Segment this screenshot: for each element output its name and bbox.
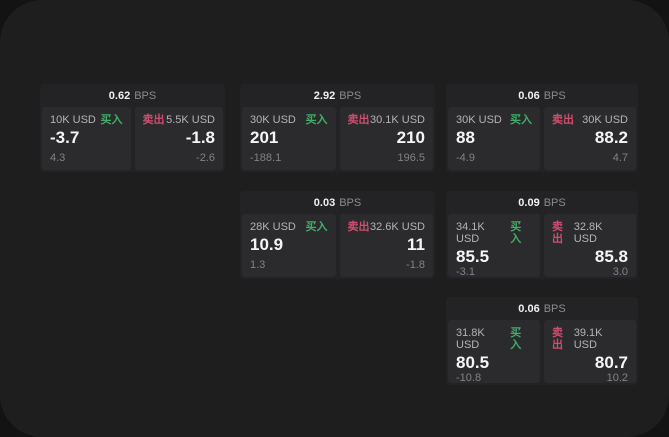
sell-panel[interactable]: 卖出 30K USD 88.2 4.7: [544, 107, 636, 170]
bps-value: 0.03: [313, 196, 336, 209]
buy-side-label: 买入: [305, 114, 328, 126]
quote-card: 0.06 BPS 31.8K USD 买入 80.5 -10.8 卖出 39.1…: [446, 297, 638, 385]
sell-amount: 30.1K USD: [369, 114, 425, 126]
buy-delta: 1.3: [250, 259, 266, 271]
buy-amount: 10K USD: [50, 114, 96, 126]
buy-price: 10.9: [250, 235, 284, 254]
quote-panels: 34.1K USD 买入 85.5 -3.1 卖出 32.8K USD 85.8…: [448, 214, 636, 278]
sell-panel[interactable]: 卖出 5.5K USD -1.8 -2.6: [134, 107, 223, 170]
buy-side-label: 买入: [510, 327, 522, 351]
buy-delta: 4.3: [50, 152, 66, 164]
sell-panel[interactable]: 卖出 30.1K USD 210 196.5: [339, 107, 433, 170]
buy-delta: -10.8: [456, 372, 482, 384]
buy-price: -3.7: [50, 128, 80, 147]
sell-side-label: 卖出: [552, 114, 574, 126]
bps-header: 0.62 BPS: [40, 84, 225, 107]
quote-card: 2.92 BPS 30K USD 买入 201 -188.1 卖出 30.1K …: [240, 84, 435, 172]
bps-unit-label: BPS: [543, 196, 566, 209]
bps-header: 0.03 BPS: [240, 191, 435, 214]
buy-amount: 30K USD: [456, 114, 502, 126]
bps-header: 2.92 BPS: [240, 84, 435, 107]
bps-unit-label: BPS: [134, 89, 157, 102]
sell-price: 80.7: [594, 353, 628, 372]
sell-amount: 5.5K USD: [166, 114, 215, 126]
buy-amount: 34.1K USD: [456, 221, 485, 245]
buy-delta: -188.1: [250, 152, 282, 164]
bps-value: 0.06: [518, 302, 540, 315]
buy-panel[interactable]: 28K USD 买入 10.9 1.3: [242, 214, 336, 277]
buy-price: 88: [456, 128, 475, 147]
buy-panel[interactable]: 30K USD 买入 201 -188.1: [242, 107, 336, 170]
sell-delta: 196.5: [397, 152, 425, 164]
sell-delta: 10.2: [606, 372, 628, 384]
sell-price: 210: [396, 128, 425, 147]
buy-delta: -3.1: [456, 266, 475, 278]
bps-value: 2.92: [313, 89, 336, 102]
sell-amount: 32.8K USD: [573, 221, 603, 245]
sell-side-label: 卖出: [347, 221, 370, 233]
buy-panel[interactable]: 30K USD 买入 88 -4.9: [448, 107, 540, 170]
buy-side-label: 买入: [510, 114, 532, 126]
buy-side-label: 买入: [305, 221, 328, 233]
sell-side-label: 卖出: [347, 114, 370, 126]
quote-panels: 30K USD 买入 88 -4.9 卖出 30K USD 88.2 4.7: [448, 107, 636, 170]
sell-side-label: 卖出: [552, 327, 563, 351]
sell-delta: 3.0: [612, 266, 628, 278]
buy-amount: 30K USD: [250, 114, 296, 126]
buy-price: 80.5: [456, 353, 490, 372]
sell-price: 88.2: [594, 128, 628, 147]
sell-delta: 4.7: [612, 152, 628, 164]
buy-panel[interactable]: 10K USD 买入 -3.7 4.3: [42, 107, 131, 170]
quote-card: 0.03 BPS 28K USD 买入 10.9 1.3 卖出 32.6K US…: [240, 191, 435, 279]
bps-value: 0.62: [108, 89, 131, 102]
quote-panels: 31.8K USD 买入 80.5 -10.8 卖出 39.1K USD 80.…: [448, 320, 636, 384]
bps-header: 0.06 BPS: [446, 84, 638, 107]
quote-panels: 28K USD 买入 10.9 1.3 卖出 32.6K USD 11 -1.8: [242, 214, 433, 277]
bps-unit-label: BPS: [543, 89, 566, 102]
sell-delta: -1.8: [406, 259, 425, 271]
sell-amount: 30K USD: [582, 114, 628, 126]
bps-unit-label: BPS: [543, 302, 566, 315]
quote-card: 0.09 BPS 34.1K USD 买入 85.5 -3.1 卖出 32.8K…: [446, 191, 638, 279]
sell-panel[interactable]: 卖出 32.8K USD 85.8 3.0: [544, 214, 636, 278]
sell-delta: -2.6: [196, 152, 215, 164]
sell-panel[interactable]: 卖出 32.6K USD 11 -1.8: [339, 214, 433, 277]
bps-header: 0.06 BPS: [446, 297, 638, 320]
quote-card: 0.62 BPS 10K USD 买入 -3.7 4.3 卖出 5.5K USD…: [40, 84, 225, 172]
buy-amount: 31.8K USD: [456, 327, 485, 351]
buy-amount: 28K USD: [250, 221, 296, 233]
buy-delta: -4.9: [456, 152, 475, 164]
buy-side-label: 买入: [510, 221, 522, 245]
quote-card: 0.06 BPS 30K USD 买入 88 -4.9 卖出 30K USD 8…: [446, 84, 638, 172]
bps-unit-label: BPS: [339, 89, 362, 102]
quote-panels: 30K USD 买入 201 -188.1 卖出 30.1K USD 210 1…: [242, 107, 433, 170]
buy-side-label: 买入: [100, 114, 123, 126]
buy-price: 85.5: [456, 247, 490, 266]
buy-panel[interactable]: 31.8K USD 买入 80.5 -10.8: [448, 320, 540, 384]
buy-panel[interactable]: 34.1K USD 买入 85.5 -3.1: [448, 214, 540, 278]
sell-side-label: 卖出: [552, 221, 563, 245]
sell-price: 11: [407, 235, 425, 254]
sell-price: -1.8: [185, 128, 215, 147]
bps-value: 0.06: [518, 89, 540, 102]
buy-price: 201: [250, 128, 279, 147]
sell-panel[interactable]: 卖出 39.1K USD 80.7 10.2: [544, 320, 636, 384]
sell-price: 85.8: [594, 247, 628, 266]
sell-amount: 39.1K USD: [573, 327, 603, 351]
bps-unit-label: BPS: [339, 196, 362, 209]
sell-amount: 32.6K USD: [369, 221, 425, 233]
bps-value: 0.09: [518, 196, 540, 209]
sell-side-label: 卖出: [142, 114, 165, 126]
quote-panels: 10K USD 买入 -3.7 4.3 卖出 5.5K USD -1.8 -2.…: [42, 107, 223, 170]
bps-header: 0.09 BPS: [446, 191, 638, 214]
